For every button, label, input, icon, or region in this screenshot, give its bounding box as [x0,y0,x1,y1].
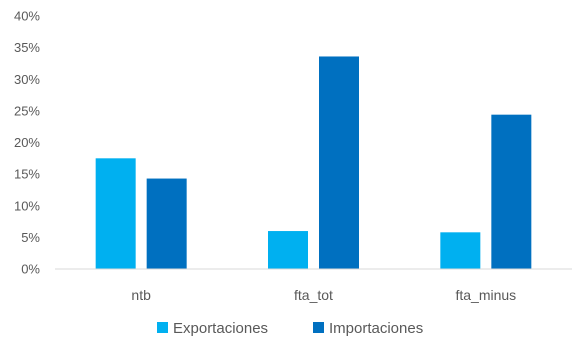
y-tick-label: 15% [14,167,40,182]
bar-importaciones-fta-minus [491,114,532,269]
legend: Exportaciones Importaciones [157,320,423,337]
y-tick-label: 25% [14,103,40,118]
bar-exportaciones-fta-minus [440,232,481,269]
legend-label-importaciones: Importaciones [329,320,423,337]
x-tick-label: fta_tot [294,287,333,303]
legend-label-exportaciones: Exportaciones [173,320,268,337]
y-tick-label: 10% [14,198,40,213]
y-tick-label: 0% [21,262,40,277]
bar-importaciones-ntb [146,178,187,269]
legend-swatch-exportaciones [157,322,168,333]
y-tick-label: 5% [21,230,40,245]
bar-exportaciones-fta-tot [268,231,308,269]
y-tick-label: 30% [14,72,40,87]
x-tick-label: ntb [131,287,151,303]
x-axis-labels: ntb fta_tot fta_minus [131,287,516,303]
legend-swatch-importaciones [313,322,324,333]
bar-importaciones-fta-tot [319,56,359,270]
y-tick-label: 35% [14,40,40,55]
x-tick-label: fta_minus [455,287,516,303]
bar-exportaciones-ntb [95,158,136,269]
y-tick-label: 40% [14,9,40,24]
y-axis-ticks: 0% 5% 10% 15% 20% 25% 30% 35% 40% [14,9,40,277]
y-tick-label: 20% [14,135,40,150]
bars-group [95,56,532,270]
